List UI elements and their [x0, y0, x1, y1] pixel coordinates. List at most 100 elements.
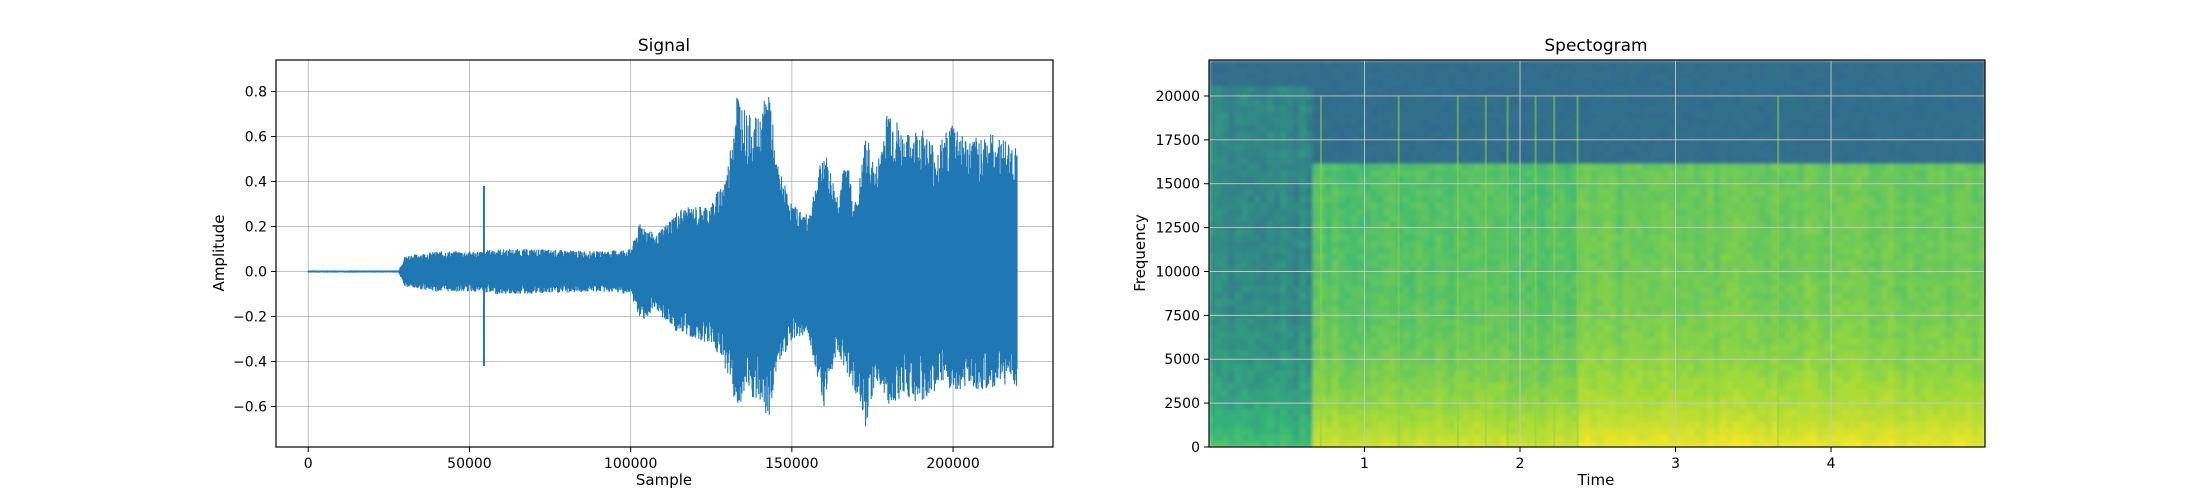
spectrogram-cell — [1338, 247, 1346, 255]
spectrogram-cell — [1519, 182, 1527, 190]
spectrogram-cell — [1338, 118, 1346, 126]
spectrogram-cell — [1331, 324, 1339, 332]
spectrogram-cell — [1719, 440, 1727, 447]
spectrogram-cell — [1584, 337, 1592, 345]
spectrogram-cell — [1493, 111, 1501, 119]
spectrogram-cell — [1260, 337, 1268, 345]
spectrogram-cell — [1655, 408, 1663, 416]
spectrogram-cell — [1700, 118, 1708, 126]
spectrogram-cell — [1597, 253, 1605, 261]
spectrogram-cell — [1351, 189, 1359, 197]
spectrogram-cell — [1551, 60, 1559, 68]
spectrogram-cell — [1661, 253, 1669, 261]
spectrogram-cell — [1719, 98, 1727, 106]
spectrogram-cell — [1616, 234, 1624, 242]
spectrogram-cell — [1700, 182, 1708, 190]
spectrogram-cell — [1564, 356, 1572, 364]
spectrogram-cell — [1525, 201, 1533, 209]
spectrogram-cell — [1441, 221, 1449, 229]
spectrogram-cell — [1254, 221, 1262, 229]
spectrogram-cell — [1273, 350, 1281, 358]
spectrogram-cell — [1616, 408, 1624, 416]
spectrogram-cell — [1383, 298, 1391, 306]
spectrogram-cell — [1396, 111, 1404, 119]
spectrogram-cell — [1260, 247, 1268, 255]
spectrogram-cell — [1713, 376, 1721, 384]
spectrogram-cell — [1306, 227, 1314, 235]
spectrogram-cell — [1603, 356, 1611, 364]
spectrogram-cell — [1325, 234, 1333, 242]
spectrogram-cell — [1713, 382, 1721, 390]
spectrogram-cell — [1331, 118, 1339, 126]
spectrogram-cell — [1390, 298, 1398, 306]
spectrogram-cell — [1538, 401, 1546, 409]
spectrogram-cell — [1209, 143, 1217, 151]
spectrogram-cell — [1403, 382, 1411, 390]
spectrogram-cell — [1403, 111, 1411, 119]
spectrogram-cell — [1299, 272, 1307, 280]
spectrogram-cell — [1273, 221, 1281, 229]
spectrogram-cell — [1545, 98, 1553, 106]
spectrogram-cell — [1706, 176, 1714, 184]
spectrogram-cell — [1538, 234, 1546, 242]
spectrogram-cell — [1681, 176, 1689, 184]
spectrogram-cell — [1306, 279, 1314, 287]
spectrogram-cell — [1228, 421, 1236, 429]
spectrogram-cell — [1280, 176, 1288, 184]
spectrogram-cell — [1655, 176, 1663, 184]
spectrogram-cell — [1719, 369, 1727, 377]
spectrogram-cell — [1351, 253, 1359, 261]
spectrogram-cell — [1344, 440, 1352, 447]
spectrogram-cell — [1357, 266, 1365, 274]
spectrogram-cell — [1390, 376, 1398, 384]
spectrogram-cell — [1616, 266, 1624, 274]
spectrogram-cell — [1512, 343, 1520, 351]
spectrogram-cell — [1299, 72, 1307, 80]
spectrogram-cell — [1254, 234, 1262, 242]
spectrogram-cell — [1403, 324, 1411, 332]
spectrogram-cell — [1512, 279, 1520, 287]
spectrogram-cell — [1267, 324, 1275, 332]
spectrogram-cell — [1403, 221, 1411, 229]
spectrogram-cell — [1706, 408, 1714, 416]
spectrogram-cell — [1616, 259, 1624, 267]
spectrogram-cell — [1286, 227, 1294, 235]
spectrogram-cell — [1661, 234, 1669, 242]
spectrogram-cell — [1260, 163, 1268, 171]
spectrogram-cell — [1506, 401, 1514, 409]
spectrogram-cell — [1655, 363, 1663, 371]
spectrogram-cell — [1435, 221, 1443, 229]
spectrogram-cell — [1706, 66, 1714, 74]
spectrogram-cell — [1597, 208, 1605, 216]
spectrogram-cell — [1221, 98, 1229, 106]
spectrogram-cell — [1564, 72, 1572, 80]
spectrogram-cell — [1422, 356, 1430, 364]
spectrogram-cell — [1480, 318, 1488, 326]
spectrogram-cell — [1590, 376, 1598, 384]
spectrogram-cell — [1221, 388, 1229, 396]
spectrogram-cell — [1642, 253, 1650, 261]
spectrogram-cell — [1700, 60, 1708, 68]
signal-waveform — [307, 97, 1018, 427]
spectrogram-cell — [1306, 272, 1314, 280]
spectrogram-cell — [1609, 337, 1617, 345]
spectrogram-cell — [1597, 189, 1605, 197]
spectrogram-cell — [1422, 279, 1430, 287]
spectrogram-cell — [1694, 137, 1702, 145]
spectrogram-cell — [1209, 414, 1217, 422]
spectrogram-cell — [1603, 176, 1611, 184]
spectrogram-cell — [1616, 105, 1624, 113]
spectrogram-cell — [1435, 201, 1443, 209]
spectrogram-cell — [1616, 169, 1624, 177]
spectrogram-cell — [1364, 421, 1372, 429]
spectrogram-cell — [1273, 111, 1281, 119]
spectrogram-cell — [1338, 279, 1346, 287]
spectrogram-cell — [1435, 156, 1443, 164]
spectrogram-cell — [1260, 60, 1268, 68]
spectrogram-cell — [1383, 356, 1391, 364]
spectrogram-cell — [1713, 266, 1721, 274]
spectrogram-cell — [1577, 234, 1585, 242]
spectrogram-cell — [1364, 388, 1372, 396]
spectrogram-cell — [1312, 395, 1320, 403]
spectrogram-cell — [1719, 421, 1727, 429]
